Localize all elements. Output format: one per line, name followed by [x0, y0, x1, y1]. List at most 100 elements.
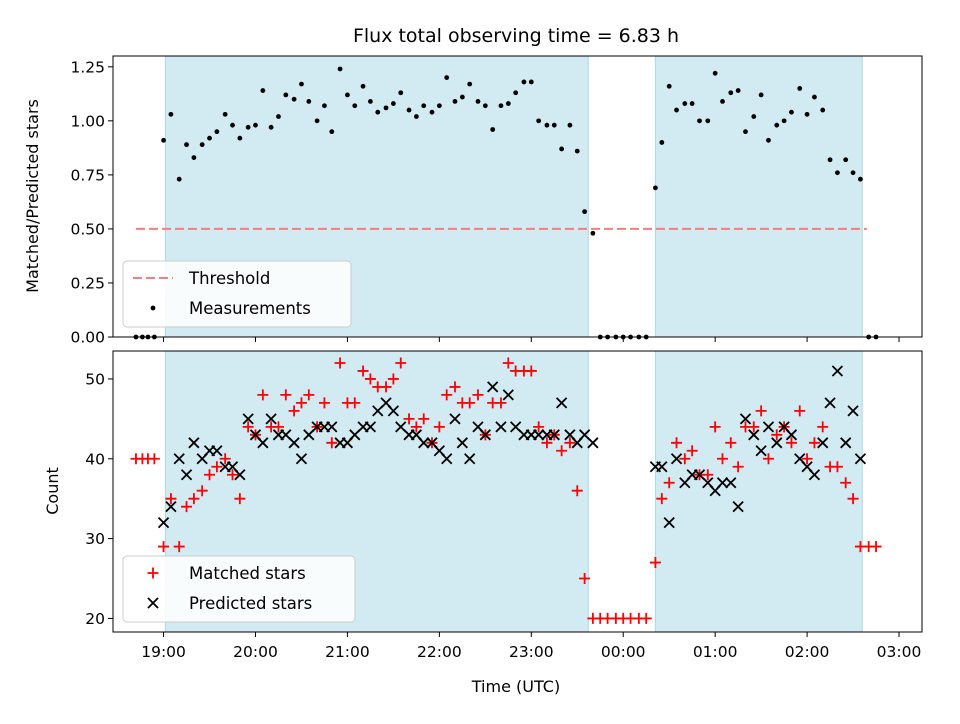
- x-tick-label: 22:00: [417, 643, 462, 661]
- data-point: [649, 557, 661, 569]
- data-point: [663, 477, 675, 489]
- data-point: [406, 107, 412, 113]
- data-point: [656, 461, 668, 473]
- data-point: [725, 477, 737, 489]
- data-point: [452, 98, 458, 104]
- data-point: [433, 421, 445, 433]
- data-point: [288, 437, 300, 449]
- data-point: [533, 429, 545, 441]
- data-point: [732, 461, 744, 473]
- data-point: [743, 129, 748, 135]
- x-tick-label: 02:00: [785, 643, 830, 661]
- data-point: [502, 357, 514, 369]
- data-point: [188, 493, 200, 505]
- data-point: [157, 516, 170, 529]
- data-point: [364, 373, 376, 385]
- data-point: [158, 541, 170, 553]
- data-point: [352, 103, 358, 109]
- data-point: [748, 429, 760, 441]
- data-point: [173, 453, 185, 465]
- data-point: [716, 477, 729, 489]
- data-point: [383, 105, 389, 111]
- data-point: [436, 103, 442, 109]
- data-point: [253, 122, 258, 128]
- data-point: [429, 109, 435, 115]
- series-predicted-stars: [157, 365, 867, 529]
- data-point: [505, 101, 511, 106]
- legend-entry-label: Threshold: [188, 269, 270, 288]
- data-point: [334, 357, 346, 369]
- series-matched-stars: [130, 357, 882, 624]
- data-point: [579, 573, 591, 585]
- data-point: [548, 429, 560, 441]
- data-point: [555, 397, 568, 409]
- data-point: [245, 124, 251, 130]
- data-point: [536, 118, 542, 124]
- data-point: [268, 124, 274, 130]
- y-tick-label: 1.00: [70, 112, 105, 130]
- x-tick-label: 03:00: [877, 643, 922, 661]
- data-point: [525, 365, 537, 377]
- x-tick-label: 21:00: [325, 643, 370, 661]
- shaded-interval-1: [654, 55, 863, 338]
- data-point: [551, 122, 557, 128]
- data-point: [564, 437, 576, 449]
- y-axis-label-top: Matched/Predicted stars: [23, 99, 42, 293]
- data-point: [237, 135, 243, 141]
- data-point: [357, 365, 369, 377]
- data-point: [368, 98, 373, 104]
- data-point: [582, 209, 588, 215]
- data-point: [528, 79, 534, 85]
- legend-matched-icon: [147, 567, 159, 579]
- data-point: [817, 437, 829, 449]
- axes-frame: [112, 350, 923, 633]
- data-point: [306, 98, 312, 104]
- ratio-panel: 0.00 0.25 0.50 0.75 1.00 1.25 Threshold Measure…: [70, 55, 923, 347]
- data-point: [858, 176, 863, 182]
- y-tick-label: 0.00: [70, 329, 105, 347]
- data-point: [674, 107, 679, 113]
- data-point: [257, 389, 269, 401]
- data-point: [827, 157, 833, 163]
- data-point: [329, 129, 335, 135]
- data-point: [295, 453, 308, 465]
- y-tick-label: 40: [85, 450, 105, 468]
- data-point: [559, 146, 565, 152]
- data-point: [705, 118, 711, 124]
- data-point: [375, 109, 381, 115]
- data-point: [847, 493, 859, 505]
- data-point: [387, 405, 400, 417]
- data-point: [671, 437, 683, 449]
- data-point: [666, 83, 672, 89]
- data-point: [840, 477, 852, 489]
- data-point: [820, 107, 826, 113]
- chart-title: Flux total observing time = 6.83 h: [353, 25, 679, 47]
- data-point: [870, 541, 882, 553]
- data-point: [176, 176, 182, 182]
- x-tick-label: 00:00: [601, 643, 646, 661]
- data-point: [739, 413, 752, 425]
- data-point: [762, 453, 774, 465]
- data-point: [847, 405, 859, 417]
- data-point: [395, 357, 407, 369]
- data-point: [441, 389, 453, 401]
- data-point: [755, 445, 767, 457]
- data-point: [211, 461, 223, 473]
- data-point: [326, 437, 338, 449]
- data-point: [337, 66, 343, 72]
- data-point: [758, 92, 764, 98]
- data-point: [812, 94, 817, 100]
- data-point: [840, 437, 852, 449]
- data-point: [686, 445, 698, 457]
- data-point: [444, 75, 450, 81]
- data-point: [390, 101, 396, 106]
- data-point: [322, 103, 327, 109]
- data-point: [781, 118, 787, 124]
- data-point: [720, 98, 725, 104]
- data-point: [495, 421, 507, 433]
- data-point: [766, 137, 771, 143]
- data-point: [771, 437, 783, 449]
- data-point: [513, 90, 519, 96]
- data-point: [441, 453, 453, 465]
- data-point: [467, 81, 473, 87]
